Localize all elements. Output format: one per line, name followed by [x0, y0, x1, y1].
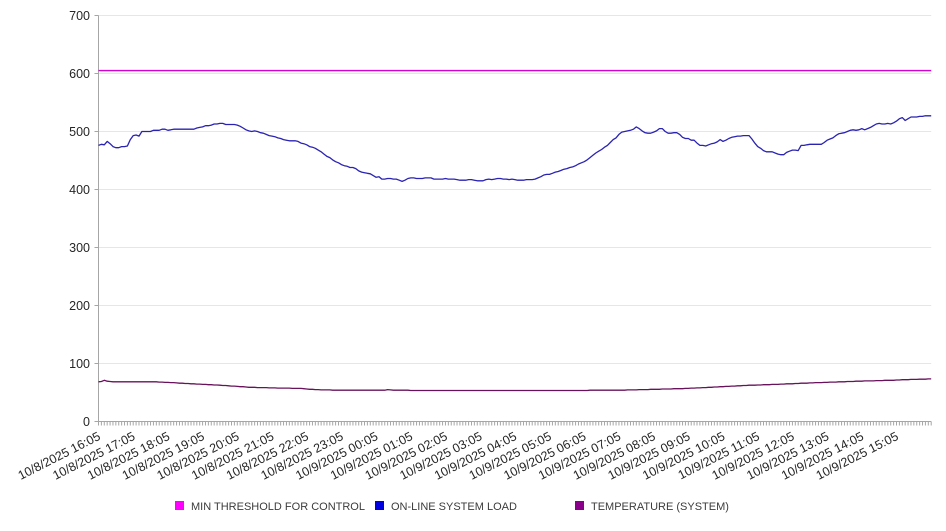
svg-text:ON-LINE SYSTEM LOAD: ON-LINE SYSTEM LOAD [391, 501, 517, 513]
svg-text:400: 400 [69, 183, 90, 197]
svg-text:100: 100 [69, 357, 90, 371]
svg-text:700: 700 [69, 9, 90, 23]
svg-text:300: 300 [69, 241, 90, 255]
svg-text:TEMPERATURE (SYSTEM): TEMPERATURE (SYSTEM) [591, 501, 729, 513]
svg-text:0: 0 [83, 415, 90, 429]
svg-text:200: 200 [69, 299, 90, 313]
svg-text:MIN THRESHOLD FOR CONTROL: MIN THRESHOLD FOR CONTROL [191, 501, 365, 513]
svg-text:500: 500 [69, 125, 90, 139]
svg-text:600: 600 [69, 67, 90, 81]
